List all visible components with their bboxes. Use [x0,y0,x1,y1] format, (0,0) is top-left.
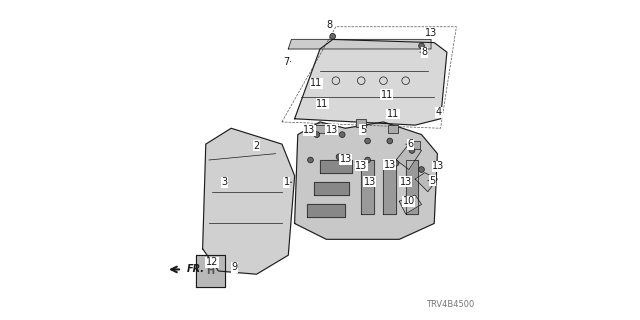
Bar [316,125,324,133]
Text: 9: 9 [231,262,237,272]
Polygon shape [415,173,437,192]
Circle shape [419,167,424,172]
Bar [388,125,397,133]
Text: 13: 13 [340,154,352,164]
Text: 12: 12 [206,257,218,267]
Text: 5: 5 [360,125,366,135]
Text: 8: 8 [422,47,428,57]
Text: H: H [207,266,214,276]
Text: 13: 13 [399,177,412,187]
Polygon shape [307,204,346,217]
Text: FR.: FR. [187,264,205,275]
Text: 2: 2 [253,141,260,151]
Text: 11: 11 [316,99,328,108]
Circle shape [409,148,415,153]
Polygon shape [361,160,374,214]
Text: 13: 13 [303,125,316,135]
Polygon shape [196,255,225,287]
Text: 13: 13 [425,28,437,38]
Text: 6: 6 [407,139,413,149]
Circle shape [365,157,371,163]
Circle shape [365,138,371,144]
Text: 3: 3 [222,177,228,187]
Text: 10: 10 [403,196,415,206]
Circle shape [330,33,335,39]
Text: 1: 1 [284,177,290,187]
Circle shape [339,132,345,138]
Polygon shape [396,144,422,170]
Circle shape [308,157,314,163]
Text: 4: 4 [436,108,442,117]
Circle shape [336,154,342,160]
Text: 13: 13 [383,160,396,170]
Bar [356,119,366,127]
Text: 13: 13 [355,161,367,171]
Polygon shape [399,195,422,214]
Bar [410,141,420,149]
Text: TRV4B4500: TRV4B4500 [426,300,474,309]
Circle shape [419,43,424,49]
Text: 7: 7 [283,57,289,67]
Circle shape [387,138,393,144]
Circle shape [393,160,399,166]
Polygon shape [294,39,447,125]
Text: 11: 11 [310,78,323,88]
Text: 13: 13 [364,177,376,187]
Text: 13: 13 [432,161,444,171]
Polygon shape [288,39,431,49]
Text: 11: 11 [381,90,393,100]
Polygon shape [406,160,419,214]
Text: 13: 13 [326,125,338,135]
Text: 8: 8 [326,20,333,30]
Polygon shape [294,122,437,239]
Polygon shape [203,128,294,274]
Polygon shape [320,160,352,173]
Polygon shape [314,182,349,195]
Polygon shape [383,160,396,214]
Circle shape [314,132,320,138]
Text: 5: 5 [429,176,436,186]
Text: 11: 11 [387,109,399,119]
